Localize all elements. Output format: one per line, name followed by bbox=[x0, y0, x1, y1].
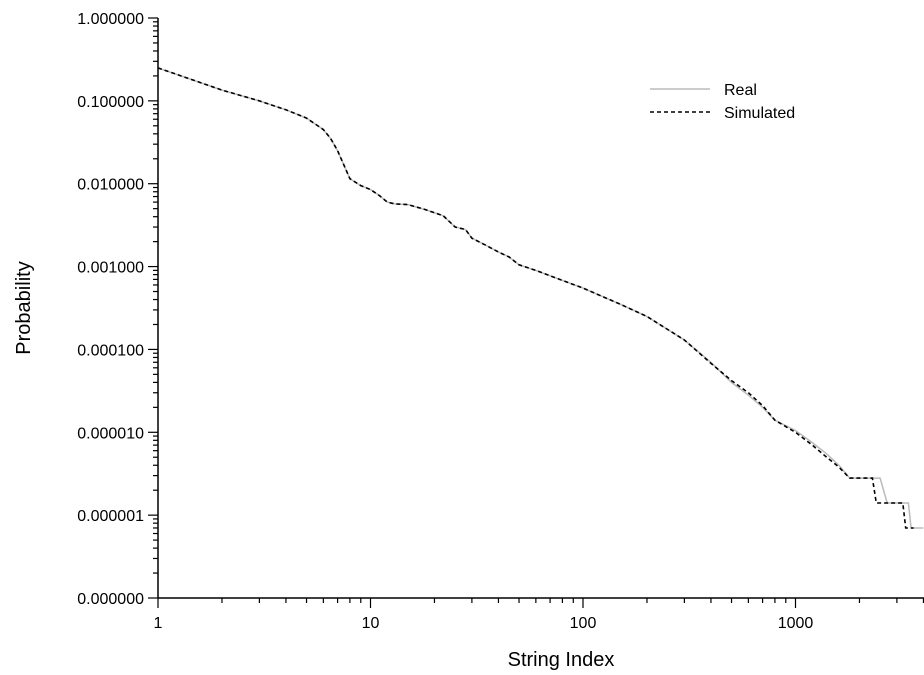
legend-label-real: Real bbox=[724, 82, 757, 99]
y-tick-label: 0.000001 bbox=[77, 508, 144, 525]
y-axis-ticks: 0.000000 0.000001 0.000010 0.000100 0.001000… bbox=[77, 11, 158, 608]
y-tick-label: 0.100000 bbox=[77, 94, 144, 111]
y-tick-label: 0.000100 bbox=[77, 342, 144, 359]
x-tick-label: 10 bbox=[362, 615, 380, 632]
series-line-real bbox=[157, 67, 924, 529]
y-tick-label: 1.000000 bbox=[77, 11, 144, 28]
x-axis-title: String Index bbox=[508, 649, 615, 671]
legend: Real Simulated bbox=[650, 82, 795, 122]
x-tick-label: 100 bbox=[570, 615, 597, 632]
plot-lines bbox=[157, 67, 924, 529]
x-tick-label: 1 bbox=[154, 615, 163, 632]
y-tick-label: 0.010000 bbox=[77, 177, 144, 194]
y-axis-title: Probability bbox=[13, 261, 35, 354]
legend-label-simulated: Simulated bbox=[724, 105, 795, 122]
series-line-simulated bbox=[157, 67, 914, 529]
x-axis-ticks: 1 10 100 1000 bbox=[154, 598, 924, 632]
y-tick-label: 0.000000 bbox=[77, 591, 144, 608]
y-tick-label: 0.001000 bbox=[77, 260, 144, 277]
y-tick-label: 0.000010 bbox=[77, 425, 144, 442]
x-tick-label: 1000 bbox=[778, 615, 814, 632]
